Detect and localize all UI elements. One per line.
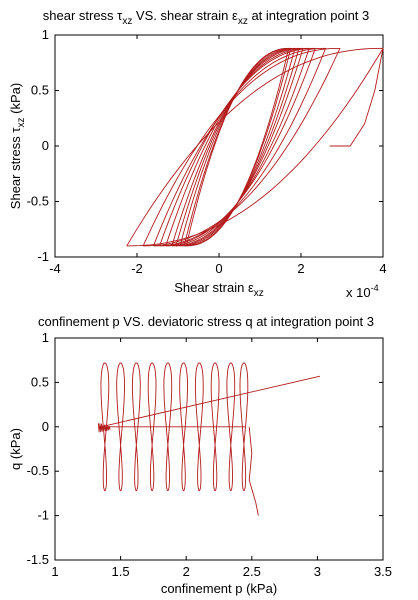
plot-area bbox=[54, 34, 384, 258]
initial-loading-path bbox=[329, 48, 384, 147]
y-tick-label: 0 bbox=[42, 419, 49, 434]
x-tick-label: -4 bbox=[49, 261, 61, 276]
x-tick-label: 2 bbox=[297, 261, 304, 276]
x-tick-label: -2 bbox=[131, 261, 143, 276]
chart-shear-stress-strain: shear stress τxz VS. shear strain εxz at… bbox=[8, 8, 387, 300]
title-part: shear stress τ bbox=[43, 8, 123, 23]
y-tick-label: 1 bbox=[42, 27, 49, 42]
x-tick-label: 3.5 bbox=[374, 564, 392, 579]
title-subscript: xz bbox=[238, 16, 248, 27]
y-tick-label: -1.5 bbox=[27, 552, 49, 567]
plot-curves bbox=[126, 47, 384, 247]
chart-title: confinement p VS. deviatoric stress q at… bbox=[38, 314, 374, 329]
title-part: at integration point 3 bbox=[248, 8, 369, 23]
final-path bbox=[248, 426, 259, 516]
axis-ticks: -4 -2 0 2 4 -1 -0.5 0 0.5 1 bbox=[27, 27, 387, 276]
hysteresis-loop bbox=[165, 47, 310, 247]
x-tick-label: 0 bbox=[215, 261, 222, 276]
xlabel-subscript: xz bbox=[254, 288, 264, 299]
start-hatch bbox=[97, 423, 111, 433]
x-axis-label: Shear strain εxz bbox=[174, 280, 264, 299]
y-tick-label: -1 bbox=[37, 508, 49, 523]
title-part: VS. shear strain ε bbox=[132, 8, 238, 23]
ylabel-subscript: xz bbox=[16, 117, 27, 127]
y-tick-label: -1 bbox=[37, 249, 49, 264]
x-tick-label: 4 bbox=[379, 261, 386, 276]
ylabel-part: Shear stress τ bbox=[8, 127, 23, 210]
exponent-power: -4 bbox=[371, 283, 379, 293]
x-axis-exponent: x 10-4 bbox=[346, 283, 379, 300]
x-tick-label: 1.5 bbox=[112, 564, 130, 579]
title-subscript: xz bbox=[122, 16, 132, 27]
hysteresis-loop bbox=[185, 47, 290, 247]
axis-ticks: 1 1.5 2 2.5 3 3.5 -1.5 -1 -0.5 0 0.5 1 bbox=[27, 330, 392, 579]
y-tick-label: -0.5 bbox=[27, 463, 49, 478]
xlabel-part: Shear strain ε bbox=[174, 280, 254, 295]
plot-curves bbox=[97, 362, 321, 516]
y-axis-label: q (kPa) bbox=[8, 428, 23, 470]
y-tick-label: 0.5 bbox=[31, 374, 49, 389]
stress-path-lobes bbox=[100, 362, 249, 492]
trend-line bbox=[100, 375, 321, 428]
y-axis-label: Shear stress τxz (kPa) bbox=[8, 83, 27, 209]
chart-confinement-deviatoric: confinement p VS. deviatoric stress q at… bbox=[8, 314, 392, 596]
chart-title: shear stress τxz VS. shear strain εxz at… bbox=[43, 8, 370, 27]
y-tick-label: 1 bbox=[42, 330, 49, 345]
hysteresis-loop bbox=[171, 47, 304, 247]
exponent-base: x 10 bbox=[346, 285, 371, 300]
x-tick-label: 2.5 bbox=[243, 564, 261, 579]
x-tick-label: 2 bbox=[183, 564, 190, 579]
hysteresis-loop bbox=[159, 47, 316, 247]
x-tick-label: 3 bbox=[314, 564, 321, 579]
hysteresis-loop bbox=[179, 47, 296, 247]
y-tick-label: 0 bbox=[42, 138, 49, 153]
y-tick-label: 0.5 bbox=[31, 83, 49, 98]
y-tick-label: -0.5 bbox=[27, 194, 49, 209]
x-tick-label: 1 bbox=[51, 564, 58, 579]
hysteresis-loop bbox=[175, 47, 300, 247]
hysteresis-loop bbox=[142, 47, 341, 247]
ylabel-part: (kPa) bbox=[8, 83, 23, 118]
x-axis-label: confinement p (kPa) bbox=[161, 581, 277, 596]
hysteresis-loop bbox=[183, 47, 292, 247]
